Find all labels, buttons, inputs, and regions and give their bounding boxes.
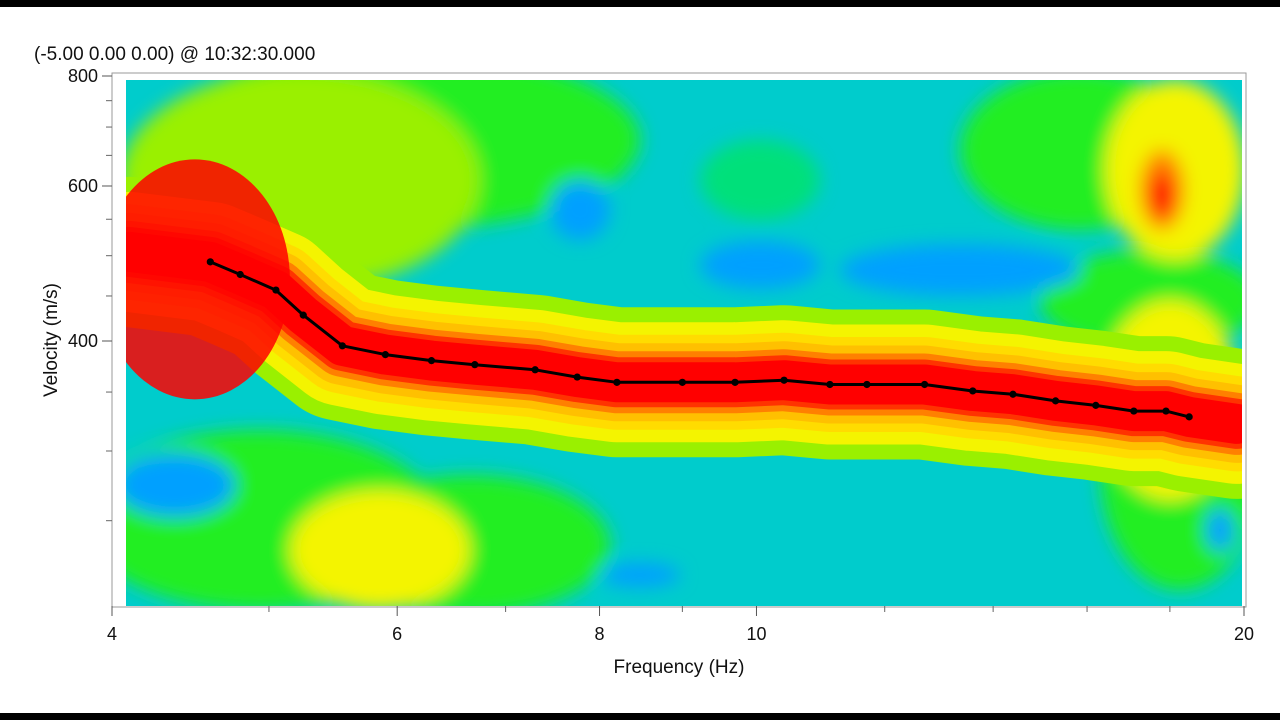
y-axis-title: Velocity (m/s) (41, 283, 62, 397)
x-tick-label: 6 (392, 624, 402, 644)
x-axis-title: Frequency (Hz) (614, 657, 745, 678)
picked-curve-point[interactable] (1009, 390, 1017, 398)
x-tick-label: 20 (1234, 624, 1254, 644)
picked-curve-point[interactable] (826, 380, 834, 389)
y-axis: 400 600 800 (68, 66, 112, 522)
picked-curve-point[interactable] (863, 380, 871, 389)
picked-curve-point[interactable] (920, 380, 929, 389)
picked-curve-point[interactable] (1130, 407, 1138, 415)
x-tick-label: 10 (746, 624, 766, 644)
picked-curve-point[interactable] (338, 342, 346, 350)
y-tick-label: 400 (68, 331, 98, 351)
y-tick-label: 800 (68, 66, 98, 86)
picked-curve-point[interactable] (1162, 407, 1170, 415)
picked-curve-point[interactable] (573, 373, 581, 381)
video-frame-bottom-bar (0, 713, 1280, 720)
picked-curve-point[interactable] (1051, 397, 1060, 405)
video-frame-top-bar (0, 0, 1280, 7)
picked-curve-point[interactable] (531, 366, 539, 374)
picked-curve-point[interactable] (299, 311, 307, 319)
x-tick-label: 8 (595, 624, 605, 644)
dispersion-heatmap (126, 80, 1242, 606)
picked-curve-point[interactable] (471, 361, 479, 369)
picked-curve-point[interactable] (1185, 413, 1193, 421)
picked-curve-point[interactable] (780, 376, 788, 384)
y-tick-label: 600 (68, 176, 98, 196)
picked-curve-point[interactable] (1092, 401, 1100, 409)
x-tick-label: 4 (107, 624, 117, 644)
picked-curve-point[interactable] (969, 387, 977, 395)
energy-ridge-lowfreq (126, 159, 290, 400)
picked-curve-point[interactable] (427, 357, 436, 365)
position-time-readout: (-5.00 0.00 0.00) @ 10:32:30.000 (34, 44, 316, 65)
picked-curve-point[interactable] (381, 351, 389, 359)
picked-curve-point[interactable] (731, 378, 739, 386)
picked-dispersion-curve (206, 258, 1193, 421)
x-axis: 4 6 8 10 20 (107, 606, 1254, 644)
picked-curve-point[interactable] (272, 286, 280, 294)
picked-curve-point[interactable] (678, 378, 686, 386)
picked-curve-point[interactable] (206, 258, 214, 266)
picked-curve-line (209, 260, 1190, 419)
picked-curve-point[interactable] (613, 378, 621, 386)
picked-curve-point[interactable] (236, 270, 244, 279)
